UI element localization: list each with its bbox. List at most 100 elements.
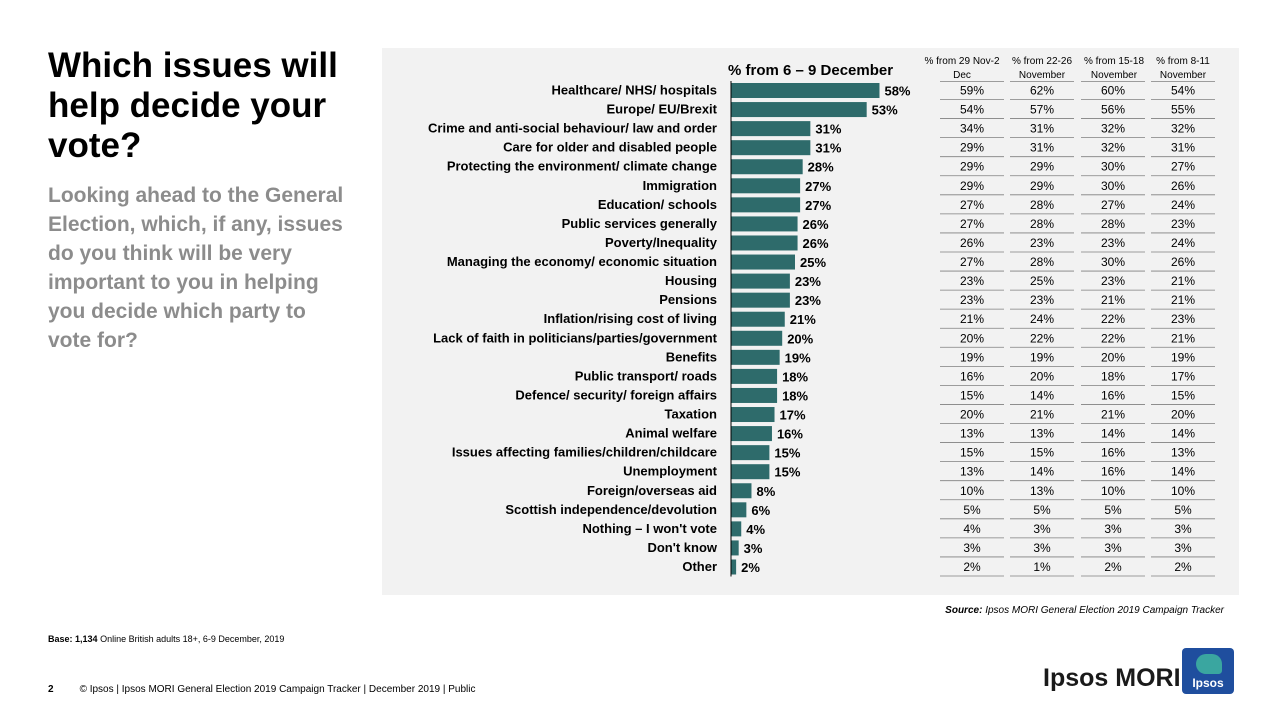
comparison-value: 5%: [1104, 503, 1122, 517]
comparison-value: 22%: [1101, 331, 1125, 345]
bar-value-label: 26%: [803, 236, 829, 251]
comparison-value: 21%: [1101, 293, 1125, 307]
comparison-value: 27%: [1171, 160, 1195, 174]
bar-value-label: 4%: [746, 522, 765, 537]
category-label: Education/ schools: [598, 197, 717, 212]
comparison-value: 15%: [960, 446, 984, 460]
category-label: Don't know: [647, 540, 717, 555]
slide-title: Which issues will help decide your vote?: [48, 46, 338, 165]
category-label: Nothing – I won't vote: [582, 521, 717, 536]
category-label: Care for older and disabled people: [503, 140, 717, 155]
category-label: Protecting the environment/ climate chan…: [447, 159, 717, 174]
comparison-value: 27%: [960, 217, 984, 231]
bar-value-label: 23%: [795, 274, 821, 289]
bar: [731, 102, 867, 118]
comparison-value: 2%: [963, 560, 981, 574]
bar-value-label: 58%: [884, 84, 910, 99]
bar: [731, 521, 742, 537]
bar: [731, 349, 780, 365]
comparison-value: 16%: [1101, 388, 1125, 402]
bar-value-label: 16%: [777, 427, 803, 442]
bar: [731, 235, 798, 251]
comparison-value: 32%: [1171, 122, 1195, 136]
column-header-4: % from 8-11 November: [1156, 56, 1210, 81]
comparison-value: 15%: [960, 388, 984, 402]
comparison-value: 24%: [1171, 198, 1195, 212]
comparison-value: 13%: [960, 427, 984, 441]
comparison-value: 21%: [960, 312, 984, 326]
comparison-value: 21%: [1030, 408, 1054, 422]
comparison-value: 3%: [1104, 522, 1122, 536]
comparison-value: 2%: [1104, 560, 1122, 574]
comparison-value: 3%: [963, 541, 981, 555]
comparison-value: 32%: [1101, 122, 1125, 136]
comparison-value: 18%: [1101, 369, 1125, 383]
bar-value-label: 28%: [808, 160, 834, 175]
bar-value-label: 21%: [790, 312, 816, 327]
column-header-3: % from 15-18 November: [1083, 56, 1145, 81]
bar-value-label: 17%: [780, 408, 806, 423]
bar: [731, 407, 775, 423]
category-label: Scottish independence/devolution: [505, 502, 717, 517]
category-label: Europe/ EU/Brexit: [606, 102, 717, 117]
chart-panel: [382, 48, 1239, 595]
source-label: Source:: [945, 605, 983, 616]
bar: [731, 426, 772, 442]
comparison-value: 10%: [960, 484, 984, 498]
base-label: Base:: [48, 634, 73, 644]
comparison-value: 2%: [1174, 560, 1192, 574]
comparison-value: 56%: [1101, 103, 1125, 117]
source-text: Ipsos MORI General Election 2019 Campaig…: [985, 605, 1224, 616]
comparison-value: 31%: [1030, 122, 1054, 136]
comparison-value: 54%: [1171, 84, 1195, 98]
category-label: Taxation: [665, 407, 718, 422]
comparison-value: 26%: [960, 236, 984, 250]
comparison-value: 59%: [960, 84, 984, 98]
comparison-value: 1%: [1033, 560, 1051, 574]
comparison-value: 22%: [1101, 312, 1125, 326]
comparison-value: 5%: [963, 503, 981, 517]
bar: [731, 368, 778, 384]
comparison-value: 19%: [1030, 350, 1054, 364]
category-label: Housing: [665, 273, 717, 288]
source-note: Source: Ipsos MORI General Election 2019…: [945, 605, 1224, 616]
comparison-value: 13%: [1030, 427, 1054, 441]
bar-value-label: 8%: [756, 484, 775, 499]
comparison-value: 31%: [1171, 141, 1195, 155]
chart-title: % from 6 – 9 December: [728, 62, 894, 79]
comparison-value: 28%: [1030, 198, 1054, 212]
comparison-value: 14%: [1171, 465, 1195, 479]
bar: [731, 387, 778, 403]
category-label: Crime and anti-social behaviour/ law and…: [428, 121, 717, 136]
bar: [731, 540, 739, 556]
comparison-value: 14%: [1030, 388, 1054, 402]
comparison-value: 26%: [1171, 255, 1195, 269]
bar-value-label: 18%: [782, 369, 808, 384]
column-header-1: % from 29 Nov-2 Dec: [924, 56, 1000, 81]
comparison-value: 23%: [960, 293, 984, 307]
comparison-value: 13%: [960, 465, 984, 479]
comparison-value: 62%: [1030, 84, 1054, 98]
comparison-value: 25%: [1030, 274, 1054, 288]
comparison-value: 16%: [960, 369, 984, 383]
comparison-value: 20%: [960, 408, 984, 422]
comparison-value: 20%: [960, 331, 984, 345]
bar: [731, 216, 798, 232]
comparison-value: 29%: [1030, 160, 1054, 174]
comparison-value: 30%: [1101, 179, 1125, 193]
comparison-value: 3%: [1174, 541, 1192, 555]
comparison-value: 3%: [1104, 541, 1122, 555]
comparison-value: 19%: [960, 350, 984, 364]
comparison-value: 5%: [1174, 503, 1192, 517]
bar-value-label: 23%: [795, 293, 821, 308]
category-label: Poverty/Inequality: [605, 235, 718, 250]
bar: [731, 559, 737, 575]
comparison-value: 31%: [1030, 141, 1054, 155]
comparison-value: 21%: [1171, 293, 1195, 307]
bar: [731, 140, 811, 156]
comparison-value: 28%: [1030, 217, 1054, 231]
comparison-value: 20%: [1030, 369, 1054, 383]
comparison-value: 17%: [1171, 369, 1195, 383]
category-label: Defence/ security/ foreign affairs: [515, 387, 717, 402]
comparison-value: 21%: [1171, 274, 1195, 288]
